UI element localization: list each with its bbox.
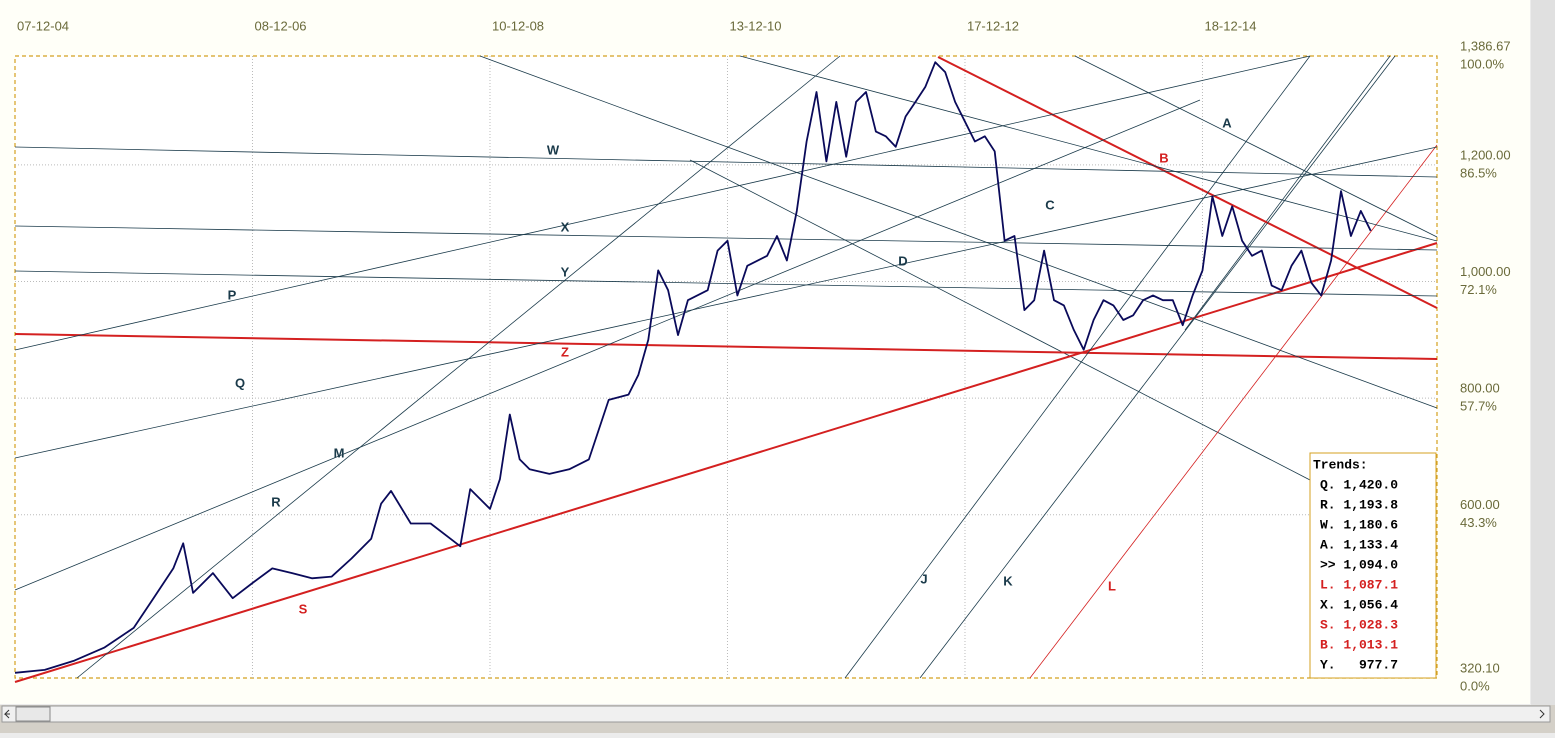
trend-label: C bbox=[1045, 197, 1055, 212]
trend-label: P bbox=[228, 287, 237, 302]
trend-line bbox=[479, 55, 1438, 409]
y-tick-percent: 0.0% bbox=[1460, 678, 1490, 693]
trend-label: K bbox=[1003, 573, 1013, 588]
trends-row: L. 1,087.1 bbox=[1320, 577, 1398, 592]
trend-label: B bbox=[1159, 150, 1168, 165]
trend-line bbox=[14, 146, 1438, 459]
trend-label: A bbox=[1222, 115, 1232, 130]
trend-line bbox=[14, 55, 1311, 351]
trends-row: R. 1,193.8 bbox=[1320, 497, 1398, 512]
trend-line bbox=[14, 242, 1438, 683]
y-tick-percent: 100.0% bbox=[1460, 56, 1505, 71]
trend-line bbox=[14, 225, 1438, 251]
trends-row: >> 1,094.0 bbox=[1320, 557, 1398, 572]
y-tick-label: 1,386.67 bbox=[1460, 38, 1511, 53]
y-tick-percent: 57.7% bbox=[1460, 399, 1497, 414]
trends-row: Y. 977.7 bbox=[1320, 657, 1398, 672]
trends-row: A. 1,133.4 bbox=[1320, 537, 1398, 552]
x-tick-label: 10-12-08 bbox=[492, 18, 544, 33]
trend-line bbox=[689, 159, 1311, 481]
x-tick-label: 18-12-14 bbox=[1204, 18, 1256, 33]
price-line bbox=[14, 61, 1372, 674]
trend-label: Z bbox=[561, 344, 569, 359]
trends-row: X. 1,056.4 bbox=[1320, 597, 1398, 612]
trend-line bbox=[14, 146, 1438, 178]
plot-area bbox=[14, 55, 1438, 679]
scrollbar-thumb[interactable] bbox=[15, 706, 51, 722]
trend-label: D bbox=[898, 253, 907, 268]
trend-label: S bbox=[299, 601, 308, 616]
y-tick-label: 1,000.00 bbox=[1460, 264, 1511, 279]
y-tick-label: 320.10 bbox=[1460, 660, 1500, 675]
y-tick-label: 600.00 bbox=[1460, 497, 1500, 512]
trend-line bbox=[14, 333, 1438, 360]
trends-row: S. 1,028.3 bbox=[1320, 617, 1398, 632]
scrollbar-track[interactable] bbox=[1, 705, 1551, 723]
scroll-right[interactable] bbox=[1539, 709, 1545, 719]
x-tick-label: 13-12-10 bbox=[729, 18, 781, 33]
trend-line bbox=[14, 270, 1438, 297]
trend-label: L bbox=[1108, 578, 1116, 593]
trend-line bbox=[1029, 144, 1438, 679]
y-tick-percent: 86.5% bbox=[1460, 165, 1497, 180]
trend-label: M bbox=[334, 445, 345, 460]
trend-line bbox=[1184, 55, 1391, 331]
trends-row: W. 1,180.6 bbox=[1320, 517, 1398, 532]
side-panel bbox=[1531, 0, 1555, 733]
scroll-left[interactable] bbox=[3, 709, 10, 719]
trend-line bbox=[76, 55, 841, 679]
y-tick-percent: 72.1% bbox=[1460, 282, 1497, 297]
x-tick-label: 17-12-12 bbox=[967, 18, 1019, 33]
y-tick-label: 1,200.00 bbox=[1460, 147, 1511, 162]
trends-row: B. 1,013.1 bbox=[1320, 637, 1398, 652]
trend-label: R bbox=[271, 494, 281, 509]
trend-label: W bbox=[547, 142, 560, 157]
x-tick-label: 07-12-04 bbox=[17, 18, 69, 33]
trend-label: X bbox=[561, 219, 570, 234]
trends-box bbox=[1309, 452, 1437, 679]
trend-line bbox=[919, 55, 1396, 679]
trend-line bbox=[14, 99, 1201, 591]
trend-line bbox=[937, 56, 1438, 309]
y-tick-percent: 43.3% bbox=[1460, 515, 1497, 530]
trend-label: Q bbox=[235, 375, 245, 390]
trend-label: J bbox=[920, 571, 927, 586]
trends-title: Trends: bbox=[1313, 457, 1368, 472]
trend-label: Y bbox=[561, 264, 570, 279]
trend-line bbox=[1074, 55, 1438, 238]
trend-line bbox=[844, 55, 1311, 679]
trends-row: Q. 1,420.0 bbox=[1320, 477, 1398, 492]
x-tick-label: 08-12-06 bbox=[254, 18, 306, 33]
trend-line bbox=[739, 55, 1438, 242]
y-tick-label: 800.00 bbox=[1460, 381, 1500, 396]
